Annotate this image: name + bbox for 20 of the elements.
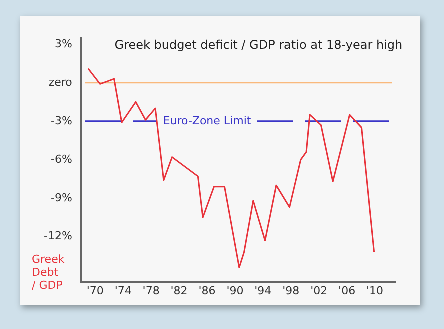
y-tick-label: 3% xyxy=(54,37,72,50)
x-tick-label: '74 xyxy=(114,284,132,298)
y-tick-label: -12% xyxy=(44,230,72,243)
ref-line-label: Euro-Zone Limit xyxy=(163,114,252,128)
x-tick-label: '82 xyxy=(170,284,188,298)
y-tick-label: zero xyxy=(48,76,73,89)
y-tick-label: -6% xyxy=(50,152,72,166)
x-tick-label: '94 xyxy=(254,284,272,298)
x-tick-label: '86 xyxy=(198,284,216,298)
x-tick-label: '70 xyxy=(86,284,104,298)
chart-title: Greek budget deficit / GDP ratio at 18-year high xyxy=(114,38,403,52)
x-tick-label: '78 xyxy=(142,284,160,298)
x-tick-label: '06 xyxy=(338,284,356,298)
y-tick-label: -3% xyxy=(50,114,72,128)
x-tick-label: '90 xyxy=(226,284,244,298)
y-axis-title: Greek Debt / GDP xyxy=(32,253,66,292)
x-tick-label: '98 xyxy=(282,284,300,298)
y-tick-label: -9% xyxy=(50,191,72,204)
x-tick-label: '10 xyxy=(366,284,384,298)
x-tick-label: '02 xyxy=(310,284,328,298)
